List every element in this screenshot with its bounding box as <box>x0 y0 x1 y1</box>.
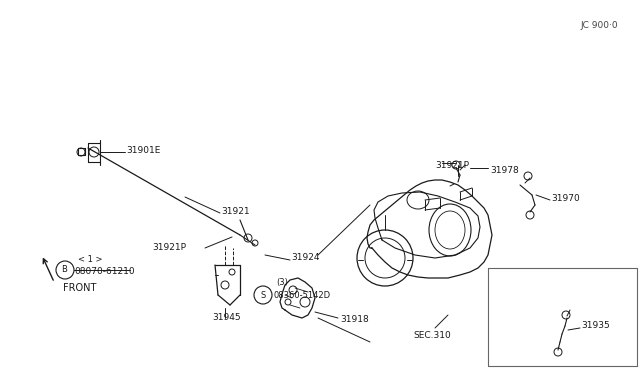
Text: 31945: 31945 <box>212 314 241 323</box>
Text: 31935: 31935 <box>581 321 610 330</box>
Text: (3): (3) <box>276 279 288 288</box>
Text: < 1 >: < 1 > <box>78 256 102 264</box>
Text: B: B <box>61 266 67 275</box>
Text: 31901E: 31901E <box>126 145 161 154</box>
Text: 08360-5142D: 08360-5142D <box>273 292 330 301</box>
Text: 08070-61210: 08070-61210 <box>74 267 134 276</box>
Text: 31924: 31924 <box>291 253 319 263</box>
Text: 31921P: 31921P <box>152 243 186 251</box>
Text: 31918: 31918 <box>340 315 369 324</box>
Text: S: S <box>260 291 266 299</box>
Text: 31921: 31921 <box>221 206 250 215</box>
Text: JC 900·0: JC 900·0 <box>580 20 618 29</box>
Text: FRONT: FRONT <box>63 283 96 293</box>
Text: 31970: 31970 <box>551 193 580 202</box>
Text: 31921P: 31921P <box>435 160 469 170</box>
Text: SEC.310: SEC.310 <box>413 330 451 340</box>
Text: 31978: 31978 <box>490 166 519 174</box>
